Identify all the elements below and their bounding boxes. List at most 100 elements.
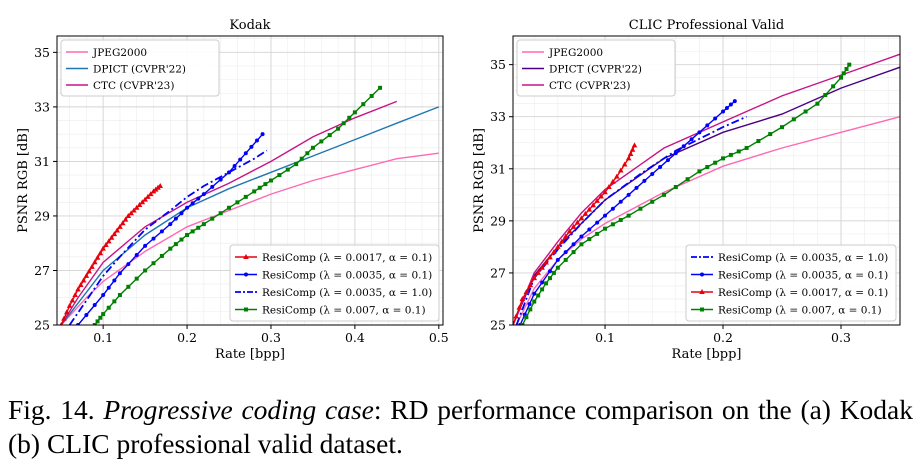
legend-label: ResiComp (λ = 0.0017, α = 0.1)	[262, 252, 432, 264]
data-point	[558, 238, 565, 244]
plot-frame	[512, 35, 901, 326]
data-point	[347, 115, 352, 120]
data-point	[523, 289, 530, 295]
data-point	[625, 155, 632, 161]
data-point	[519, 295, 526, 301]
data-point	[190, 229, 195, 234]
data-point	[631, 142, 638, 148]
data-point	[618, 217, 623, 222]
x-axis-label: Rate [bpp]	[215, 347, 285, 362]
y-tick-label: 31	[490, 161, 506, 176]
data-point	[598, 193, 604, 199]
data-point	[218, 177, 223, 182]
legend-label: CTC (CVPR'23)	[549, 80, 630, 92]
legend-marker	[699, 289, 705, 294]
series	[518, 99, 737, 325]
data-point	[634, 185, 639, 190]
data-point	[626, 213, 631, 218]
data-point	[210, 184, 215, 189]
data-point	[94, 254, 101, 260]
legend-marker	[700, 307, 704, 312]
data-point	[86, 268, 92, 274]
data-point	[227, 205, 232, 210]
data-point	[732, 99, 737, 104]
data-point	[582, 210, 589, 216]
data-point	[190, 201, 195, 206]
data-point	[563, 250, 568, 255]
data-point	[139, 199, 146, 205]
data-point	[147, 191, 154, 197]
data-point	[168, 222, 173, 227]
data-point	[145, 193, 151, 199]
data-point	[117, 271, 122, 276]
data-point	[516, 304, 523, 310]
data-point	[218, 211, 223, 216]
data-point	[844, 66, 849, 71]
series-line	[60, 152, 439, 325]
series-line	[515, 116, 900, 325]
data-point	[133, 204, 140, 210]
data-point	[159, 253, 164, 258]
data-point	[721, 109, 726, 114]
data-point	[627, 151, 634, 157]
data-point	[803, 109, 808, 114]
data-point	[75, 286, 81, 292]
data-point	[551, 270, 556, 275]
data-point	[524, 315, 529, 320]
data-point	[117, 293, 122, 298]
data-point	[173, 216, 178, 221]
data-point	[532, 299, 537, 304]
data-point	[689, 137, 694, 142]
series-line	[77, 133, 264, 325]
data-point	[544, 281, 549, 286]
y-tick-label: 29	[34, 208, 50, 223]
data-point	[681, 144, 686, 149]
data-point	[697, 169, 702, 174]
data-point	[673, 185, 678, 190]
data-point	[535, 269, 541, 275]
data-point	[618, 199, 623, 204]
data-point	[232, 163, 237, 168]
legend-label: DPICT (CVPR'22)	[93, 64, 186, 76]
data-point	[527, 302, 532, 307]
data-point	[831, 84, 836, 89]
data-point	[112, 278, 117, 283]
data-point	[201, 192, 206, 197]
data-point	[352, 110, 357, 115]
data-point	[606, 184, 612, 190]
data-point	[249, 144, 254, 149]
legend-label: ResiComp (λ = 0.007, α = 0.1)	[718, 305, 882, 317]
data-point	[563, 257, 568, 262]
x-tick-label: 0.2	[713, 330, 733, 345]
data-point	[626, 192, 631, 197]
series-line	[60, 106, 440, 325]
data-point	[839, 75, 844, 80]
data-point	[69, 297, 76, 303]
data-point	[277, 173, 282, 178]
legend-marker	[243, 254, 249, 259]
data-point	[841, 71, 846, 76]
data-point	[126, 284, 131, 289]
y-tick-label: 25	[34, 318, 50, 333]
data-point	[341, 121, 346, 126]
data-point	[61, 315, 67, 321]
y-tick-label: 35	[34, 45, 50, 60]
data-point	[547, 254, 553, 260]
data-point	[77, 282, 84, 288]
data-point	[159, 229, 164, 234]
series	[513, 142, 638, 325]
data-point	[728, 152, 733, 157]
data-point	[92, 303, 97, 308]
data-point	[201, 222, 206, 227]
data-point	[299, 156, 304, 161]
legend-label: JPEG2000	[548, 47, 603, 59]
data-point	[574, 219, 581, 225]
data-point	[294, 162, 299, 167]
data-point	[650, 171, 655, 176]
series-line	[513, 53, 900, 325]
data-point	[547, 269, 552, 274]
x-tick-label: 0.4	[345, 330, 365, 345]
data-point	[336, 126, 341, 131]
y-axis-label: PSNR RGB [dB]	[16, 128, 31, 233]
data-point	[728, 102, 733, 107]
